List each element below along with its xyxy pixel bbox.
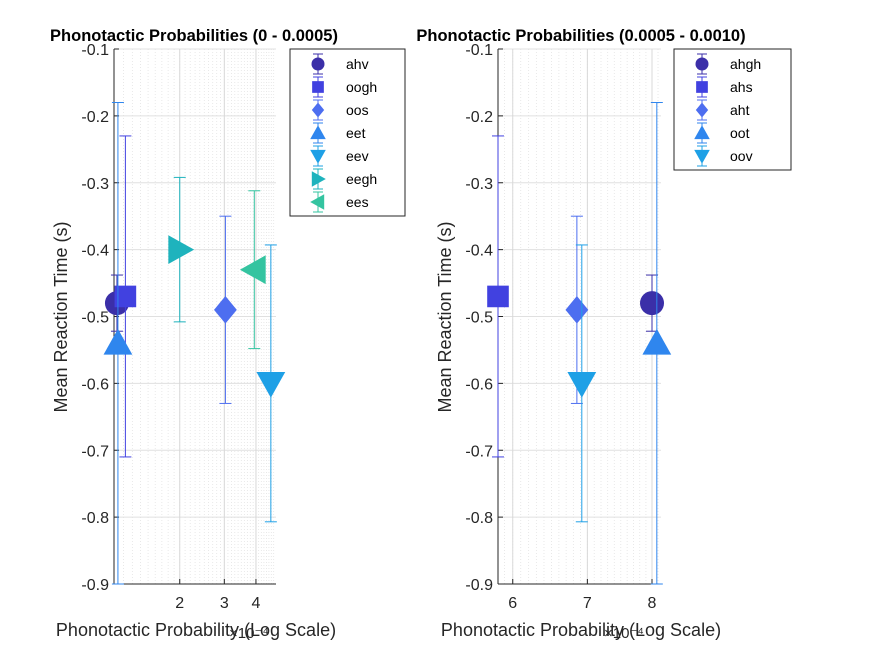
marker-oot	[642, 328, 672, 355]
legend-marker-ees	[310, 194, 325, 210]
legend-label-oogh: oogh	[346, 79, 377, 95]
legend-marker-eegh	[311, 171, 326, 187]
x-tick-label: 2	[175, 595, 184, 612]
y-tick-label: -0.3	[465, 176, 493, 193]
legend-label-ahv: ahv	[346, 56, 369, 72]
y-tick-label: -0.5	[465, 310, 493, 327]
legend: ahv oogh oos eet eev eegh ees	[289, 48, 406, 217]
y-tick-label: -0.6	[465, 376, 493, 393]
y-axis-label: Mean Reaction Time (s)	[435, 221, 455, 412]
y-tick-label: -0.7	[465, 443, 493, 460]
y-tick-label: -0.6	[81, 376, 109, 393]
legend-label-oot: oot	[730, 125, 750, 141]
x-tick-label: 6	[508, 595, 517, 612]
legend-marker-oogh	[312, 81, 324, 93]
y-tick-label: -0.8	[465, 510, 493, 527]
marker-ees	[239, 255, 266, 285]
legend-marker-eev	[310, 149, 326, 164]
legend-label-ees: ees	[346, 194, 369, 210]
x-exponent-label: ×10⁻⁴	[604, 625, 644, 642]
x-tick-label: 4	[251, 595, 260, 612]
legend-label-eev: eev	[346, 148, 369, 164]
y-tick-label: -0.8	[81, 510, 109, 527]
legend-label-ahgh: ahgh	[730, 56, 761, 72]
data-series	[103, 102, 286, 585]
legend-label-eegh: eegh	[346, 171, 377, 187]
y-tick-label: -0.9	[465, 577, 493, 594]
legend-label-aht: aht	[730, 102, 750, 118]
legend-box	[673, 48, 792, 171]
legend-label-ahs: ahs	[730, 79, 753, 95]
legend-label-oov: oov	[730, 148, 753, 164]
panel-right: -0.9-0.8-0.7-0.6-0.5-0.4-0.3-0.2-0.16 7 8 …	[416, 27, 792, 642]
legend-marker-ahgh	[695, 57, 709, 71]
y-axis-label: Mean Reaction Time (s)	[51, 221, 71, 412]
marker-eev	[256, 371, 286, 398]
marker-eegh	[168, 235, 195, 265]
y-tick-label: -0.9	[81, 577, 109, 594]
y-tick-label: -0.7	[81, 443, 109, 460]
y-tick-label: -0.2	[81, 109, 109, 126]
x-tick-label: 8	[648, 595, 657, 612]
marker-ahs	[487, 285, 509, 308]
y-tick-label: -0.2	[465, 109, 493, 126]
y-tick-label: -0.3	[81, 176, 109, 193]
marker-ahgh	[640, 291, 665, 316]
marker-oogh	[114, 285, 137, 308]
marker-oov	[567, 371, 597, 398]
data-series	[487, 102, 672, 585]
chart-title: Phonotactic Probabilities (0.0005 - 0.00…	[416, 27, 745, 45]
legend-marker-aht	[695, 102, 709, 118]
x-axis-label: Phonotactic Probability (Log Scale)	[441, 620, 721, 640]
legend: ahgh ahs aht oot oov	[673, 48, 792, 171]
x-exponent-label: ×10⁻⁴	[229, 625, 269, 642]
x-axis-label: Phonotactic Probability (Log Scale)	[56, 620, 336, 640]
y-tick-label: -0.4	[81, 243, 109, 260]
legend-box	[289, 48, 406, 217]
legend-marker-oos	[311, 102, 325, 118]
plot-area: -0.9 -0.8 -0.7 -0.6 -0.5 -0.4 -0.3 -0.2 -0.1 6 7 8	[465, 42, 661, 612]
chart-title: Phonotactic Probabilities (0 - 0.0005)	[50, 27, 338, 45]
legend-marker-ahv	[311, 57, 325, 71]
marker-aht	[565, 296, 589, 324]
panel-left: -0.9-0.8-0.7-0.6-0.5-0.4-0.3-0.2-0.12 3 4 …	[50, 27, 406, 642]
y-tick-label: -0.1	[81, 42, 109, 59]
legend-marker-oov	[694, 149, 710, 164]
y-tick-label: -0.4	[465, 243, 493, 260]
legend-marker-eet	[310, 125, 326, 140]
legend-marker-ahs	[696, 81, 708, 93]
legend-label-eet: eet	[346, 125, 366, 141]
x-tick-label: 3	[220, 595, 229, 612]
y-tick-label: -0.5	[81, 310, 109, 327]
marker-oos	[214, 296, 237, 324]
legend-label-oos: oos	[346, 102, 369, 118]
marker-eet	[103, 328, 133, 355]
plot-area: -0.9 -0.8 -0.7 -0.6 -0.5 -0.4 -0.3 -0.2 -0.1 2 3 4	[81, 42, 276, 612]
y-tick-label: -0.1	[465, 42, 493, 59]
x-tick-label: 7	[583, 595, 592, 612]
legend-marker-oot	[694, 125, 710, 140]
